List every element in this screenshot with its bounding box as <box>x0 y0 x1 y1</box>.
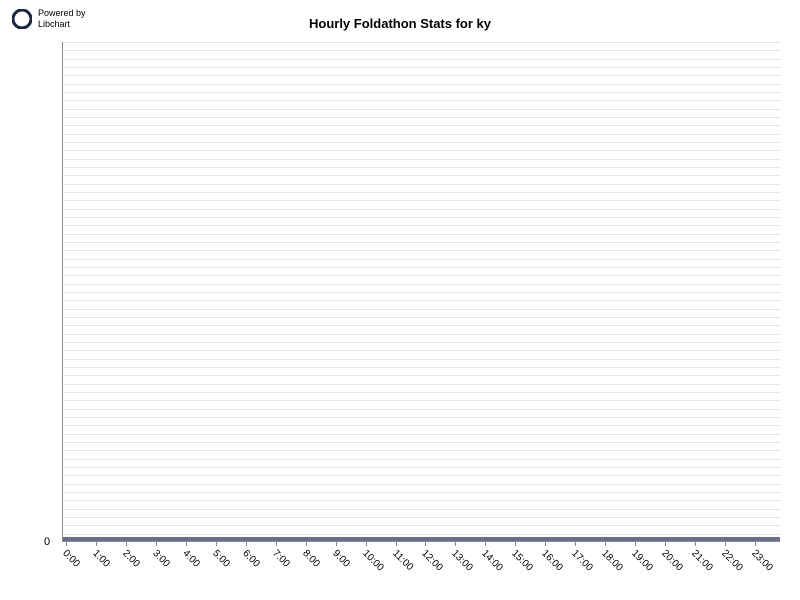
x-axis-label: 9:00 <box>330 548 352 570</box>
x-tick <box>366 542 367 546</box>
x-axis-labels: 0:00 1:00 2:00 3:00 4:00 5:00 6:00 7:00 8:00 9:00… <box>62 542 780 592</box>
x-axis-label: 15:00 <box>509 548 534 573</box>
x-axis-label: 23:00 <box>749 548 774 573</box>
x-axis-label: 8:00 <box>300 548 322 570</box>
x-axis-label: 17:00 <box>569 548 594 573</box>
gridlines <box>63 42 780 541</box>
x-tick <box>755 542 756 546</box>
branding: Powered by Libchart <box>12 8 86 30</box>
x-axis-label: 3:00 <box>150 548 172 570</box>
x-axis-label: 10:00 <box>360 548 385 573</box>
x-tick <box>695 542 696 546</box>
y-axis-tick-0: 0 <box>44 536 50 548</box>
x-tick <box>66 542 67 546</box>
x-axis-label: 20:00 <box>659 548 684 573</box>
x-axis-label: 22:00 <box>719 548 744 573</box>
chart-title: Hourly Foldathon Stats for ky <box>309 16 491 31</box>
x-tick <box>545 542 546 546</box>
x-axis-label: 6:00 <box>240 548 262 570</box>
x-tick <box>665 542 666 546</box>
powered-by-label: Powered by <box>38 8 86 19</box>
x-axis-label: 16:00 <box>539 548 564 573</box>
x-tick <box>126 542 127 546</box>
x-tick <box>455 542 456 546</box>
x-axis-label: 11:00 <box>390 548 415 573</box>
x-tick <box>396 542 397 546</box>
x-axis-label: 18:00 <box>599 548 624 573</box>
libchart-label: Libchart <box>38 19 86 30</box>
x-axis-label: 13:00 <box>450 548 475 573</box>
x-tick <box>575 542 576 546</box>
x-axis-label: 2:00 <box>121 548 143 570</box>
x-tick <box>425 542 426 546</box>
x-axis-label: 4:00 <box>180 548 202 570</box>
x-axis-label: 14:00 <box>480 548 505 573</box>
x-tick <box>186 542 187 546</box>
x-tick <box>725 542 726 546</box>
x-tick <box>96 542 97 546</box>
branding-text: Powered by Libchart <box>38 8 86 30</box>
x-tick <box>635 542 636 546</box>
x-tick <box>216 542 217 546</box>
x-tick <box>306 542 307 546</box>
x-axis-label: 1:00 <box>91 548 113 570</box>
libchart-logo-icon <box>12 9 32 29</box>
x-axis-label: 0:00 <box>61 548 83 570</box>
x-axis-label: 19:00 <box>629 548 654 573</box>
x-tick <box>605 542 606 546</box>
x-axis-label: 7:00 <box>270 548 292 570</box>
x-tick <box>276 542 277 546</box>
x-axis-label: 5:00 <box>210 548 232 570</box>
x-tick <box>515 542 516 546</box>
x-axis-label: 21:00 <box>689 548 714 573</box>
x-tick <box>156 542 157 546</box>
x-tick <box>485 542 486 546</box>
x-axis-label: 12:00 <box>420 548 445 573</box>
baseline-bar <box>63 537 780 541</box>
x-tick <box>246 542 247 546</box>
x-tick <box>336 542 337 546</box>
chart-plot-area: 0 0:001:002:003:004:005:006:007:008:009:… <box>62 42 780 542</box>
plot-area <box>62 42 780 542</box>
